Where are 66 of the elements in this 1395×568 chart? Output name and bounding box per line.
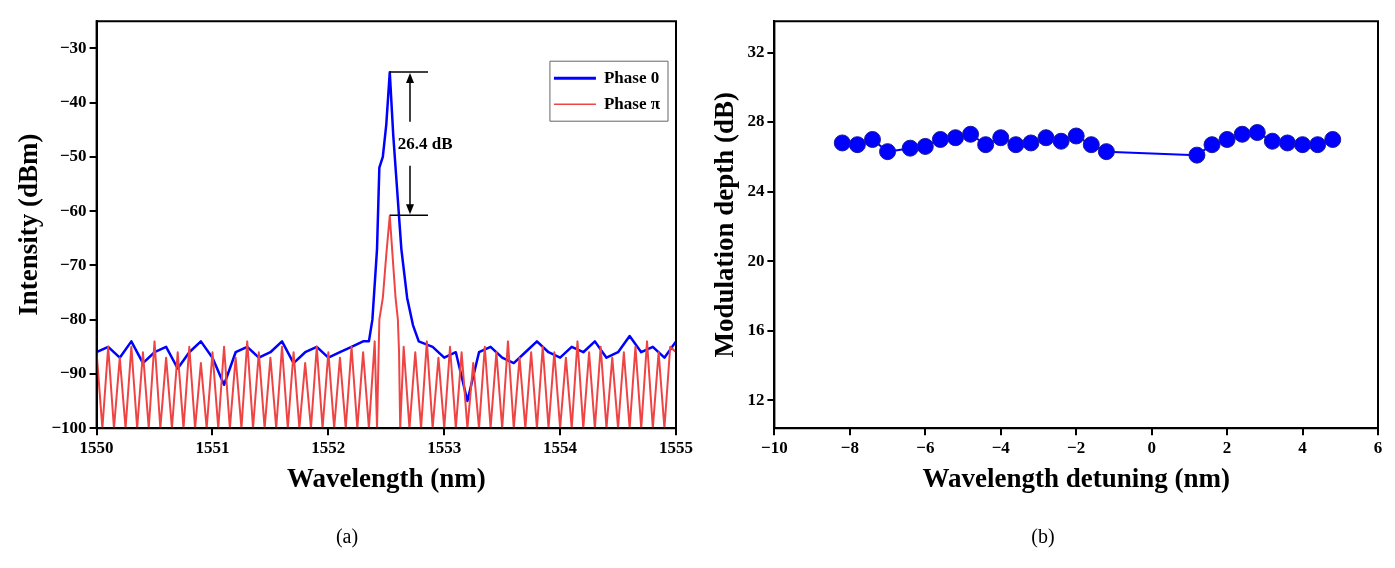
point (1248, 124, 1266, 142)
x-tick-label: 0 (1147, 437, 1156, 457)
point (992, 129, 1010, 147)
x-tick-label: −8 (840, 437, 859, 457)
y-tick-label: −50 (59, 146, 87, 166)
x-axis-title: Wavelength detuning (nm) (922, 462, 1230, 493)
point (1309, 136, 1327, 154)
y-tick-label: 20 (747, 250, 765, 270)
point (962, 125, 980, 143)
point (1007, 136, 1025, 154)
x-tick-label: 1554 (543, 437, 578, 457)
legend-label: Phase 0 (603, 67, 660, 87)
y-tick-label: 16 (747, 320, 765, 340)
x-tick-label: −6 (916, 437, 935, 457)
point (879, 143, 897, 161)
y-tick-label: −40 (59, 91, 87, 111)
x-axis-title: Wavelength (nm) (286, 462, 486, 493)
y-tick-label: 32 (747, 41, 765, 61)
point (901, 139, 919, 157)
point (848, 136, 866, 154)
y-tick-label: −70 (59, 254, 87, 274)
annotation: 26.4 dB (397, 132, 453, 155)
point (1082, 136, 1100, 154)
y-tick-label: −60 (59, 200, 87, 220)
point (1278, 134, 1296, 152)
point (1052, 132, 1070, 150)
x-tick-label: −10 (761, 437, 788, 457)
point (1037, 129, 1055, 147)
y-tick-label: −30 (59, 37, 87, 57)
text: (b) (1031, 525, 1055, 549)
point (1067, 127, 1085, 145)
y-tick-label: 28 (747, 111, 765, 131)
x-tick-label: 1553 (427, 437, 462, 457)
x-tick-label: 1552 (311, 437, 346, 457)
x-tick-label: −2 (1067, 437, 1086, 457)
legend-label: Phase π (603, 93, 661, 113)
x-tick-label: 1551 (195, 437, 230, 457)
y-axis-title: Modulation depth (dB) (709, 91, 740, 358)
point (863, 130, 881, 148)
point (1218, 130, 1236, 148)
point (1188, 146, 1206, 164)
y-tick-label: 24 (747, 181, 765, 201)
x-tick-label: 4 (1298, 437, 1308, 457)
x-tick-label: −4 (991, 437, 1011, 457)
point (1203, 136, 1221, 154)
y-axis-title: Intensity (dBm) (13, 133, 44, 316)
y-tick-label: −100 (51, 417, 87, 437)
x-tick-label: 6 (1373, 437, 1383, 457)
y-tick-label: 12 (747, 389, 765, 409)
y-tick-label: −90 (59, 363, 87, 383)
point (916, 137, 934, 155)
point (833, 134, 851, 152)
text: (a) (335, 525, 359, 549)
point (1324, 130, 1342, 148)
point (977, 136, 995, 154)
x-tick-label: 1555 (659, 437, 693, 457)
point (1022, 134, 1040, 152)
point (1233, 125, 1251, 143)
point (931, 130, 949, 148)
point (1097, 143, 1115, 161)
point (1263, 132, 1281, 150)
x-tick-label: 2 (1222, 437, 1232, 457)
point (946, 129, 964, 147)
x-tick-label: 1550 (79, 437, 114, 457)
y-tick-label: −80 (59, 309, 87, 329)
point (1294, 136, 1312, 154)
